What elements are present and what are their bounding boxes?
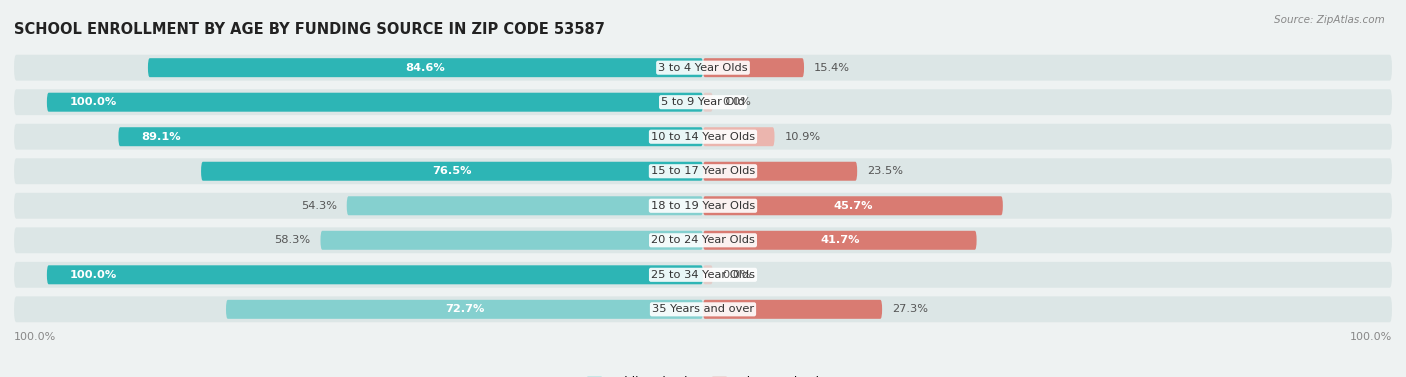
FancyBboxPatch shape: [14, 296, 1392, 322]
Text: 5 to 9 Year Old: 5 to 9 Year Old: [661, 97, 745, 107]
Text: 100.0%: 100.0%: [70, 97, 117, 107]
FancyBboxPatch shape: [703, 162, 858, 181]
Text: 45.7%: 45.7%: [834, 201, 873, 211]
Text: 10.9%: 10.9%: [785, 132, 821, 142]
Text: 20 to 24 Year Olds: 20 to 24 Year Olds: [651, 235, 755, 245]
Text: 10 to 14 Year Olds: 10 to 14 Year Olds: [651, 132, 755, 142]
Text: 15.4%: 15.4%: [814, 63, 849, 73]
FancyBboxPatch shape: [14, 227, 1392, 253]
FancyBboxPatch shape: [703, 196, 1002, 215]
Text: 76.5%: 76.5%: [432, 166, 472, 176]
FancyBboxPatch shape: [46, 265, 703, 284]
Text: 0.0%: 0.0%: [723, 270, 752, 280]
Text: 27.3%: 27.3%: [891, 304, 928, 314]
FancyBboxPatch shape: [14, 262, 1392, 288]
Text: 25 to 34 Year Olds: 25 to 34 Year Olds: [651, 270, 755, 280]
Text: 89.1%: 89.1%: [142, 132, 181, 142]
Text: 58.3%: 58.3%: [274, 235, 311, 245]
FancyBboxPatch shape: [118, 127, 703, 146]
Legend: Public School, Private School: Public School, Private School: [586, 376, 820, 377]
Text: 3 to 4 Year Olds: 3 to 4 Year Olds: [658, 63, 748, 73]
FancyBboxPatch shape: [148, 58, 703, 77]
FancyBboxPatch shape: [703, 300, 882, 319]
FancyBboxPatch shape: [46, 93, 703, 112]
Text: 100.0%: 100.0%: [70, 270, 117, 280]
Text: 54.3%: 54.3%: [301, 201, 337, 211]
FancyBboxPatch shape: [14, 124, 1392, 150]
FancyBboxPatch shape: [703, 265, 713, 284]
FancyBboxPatch shape: [14, 89, 1392, 115]
Text: 18 to 19 Year Olds: 18 to 19 Year Olds: [651, 201, 755, 211]
FancyBboxPatch shape: [703, 231, 977, 250]
Text: 15 to 17 Year Olds: 15 to 17 Year Olds: [651, 166, 755, 176]
Text: 100.0%: 100.0%: [1350, 332, 1392, 342]
FancyBboxPatch shape: [226, 300, 703, 319]
Text: 0.0%: 0.0%: [723, 97, 752, 107]
FancyBboxPatch shape: [703, 58, 804, 77]
FancyBboxPatch shape: [14, 158, 1392, 184]
Text: 72.7%: 72.7%: [444, 304, 484, 314]
FancyBboxPatch shape: [14, 55, 1392, 81]
Text: 41.7%: 41.7%: [820, 235, 859, 245]
Text: 100.0%: 100.0%: [14, 332, 56, 342]
Text: 23.5%: 23.5%: [868, 166, 903, 176]
FancyBboxPatch shape: [321, 231, 703, 250]
FancyBboxPatch shape: [201, 162, 703, 181]
FancyBboxPatch shape: [347, 196, 703, 215]
Text: 35 Years and over: 35 Years and over: [652, 304, 754, 314]
FancyBboxPatch shape: [14, 193, 1392, 219]
Text: SCHOOL ENROLLMENT BY AGE BY FUNDING SOURCE IN ZIP CODE 53587: SCHOOL ENROLLMENT BY AGE BY FUNDING SOUR…: [14, 22, 605, 37]
FancyBboxPatch shape: [703, 127, 775, 146]
Text: 84.6%: 84.6%: [405, 63, 446, 73]
Text: Source: ZipAtlas.com: Source: ZipAtlas.com: [1274, 15, 1385, 25]
FancyBboxPatch shape: [703, 93, 713, 112]
